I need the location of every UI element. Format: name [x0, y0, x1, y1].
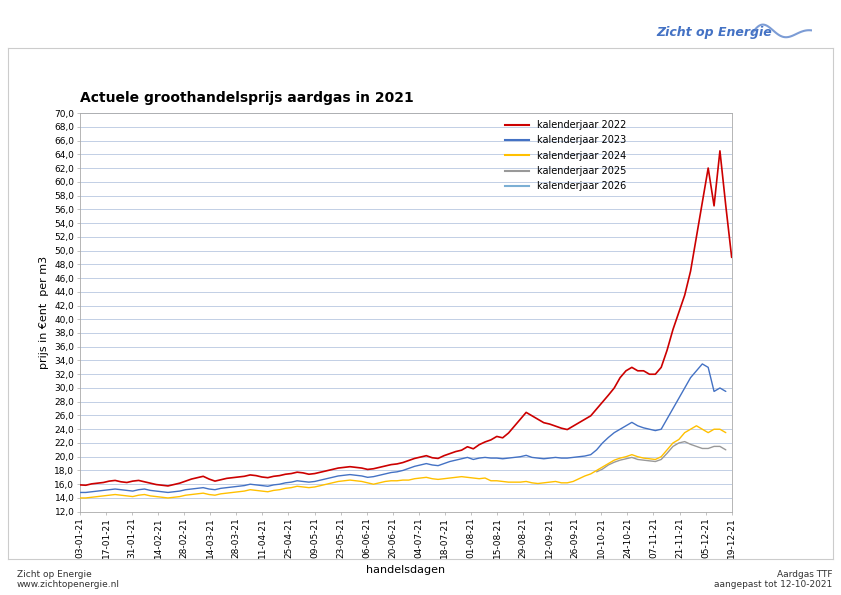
Y-axis label: prijs in €ent  per m3: prijs in €ent per m3	[39, 256, 49, 369]
Text: Zicht op Energie
www.zichtopenergie.nl: Zicht op Energie www.zichtopenergie.nl	[17, 569, 119, 589]
Text: Zicht op Energie: Zicht op Energie	[656, 26, 772, 39]
Legend: kalenderjaar 2022, kalenderjaar 2023, kalenderjaar 2024, kalenderjaar 2025, kale: kalenderjaar 2022, kalenderjaar 2023, ka…	[505, 120, 627, 192]
Text: Actuele groothandelsprijs aardgas in 2021: Actuele groothandelsprijs aardgas in 202…	[80, 91, 414, 105]
Text: Aardgas TTF
aangepast tot 12-10-2021: Aardgas TTF aangepast tot 12-10-2021	[714, 569, 833, 589]
X-axis label: handelsdagen: handelsdagen	[366, 565, 446, 575]
